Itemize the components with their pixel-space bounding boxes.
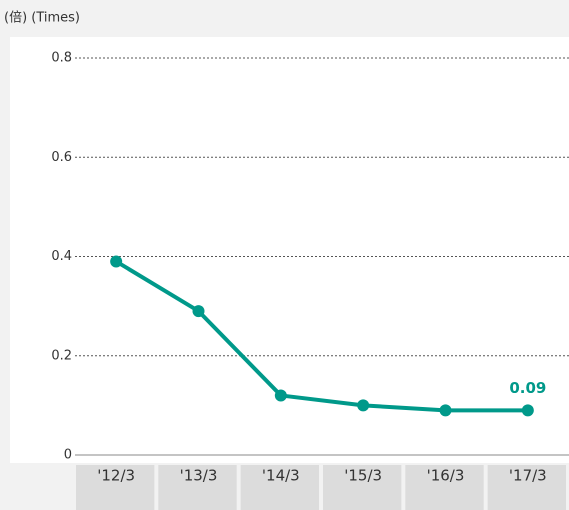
- point: [439, 404, 452, 417]
- point: [521, 404, 534, 417]
- x-tick-label: '16/3: [427, 467, 465, 485]
- x-tick-label: '17/3: [509, 467, 547, 485]
- category-box: [323, 465, 402, 510]
- data-label: 0.09: [509, 379, 546, 397]
- point: [110, 255, 123, 268]
- point: [274, 389, 287, 402]
- x-tick-label: '15/3: [344, 467, 382, 485]
- x-tick-label: '12/3: [97, 467, 135, 485]
- y-tick-label: 0.6: [51, 150, 72, 165]
- y-tick-label: 0.2: [51, 348, 72, 363]
- x-tick-label: '14/3: [262, 467, 300, 485]
- category-box: [240, 465, 319, 510]
- plot-background: [10, 37, 569, 463]
- category-box: [76, 465, 155, 510]
- y-tick-label: 0.4: [51, 249, 72, 264]
- line: [115, 259, 528, 413]
- category-box: [405, 465, 484, 510]
- category-box: [487, 465, 566, 510]
- y-tick-label: 0.8: [51, 51, 72, 66]
- x-tick-label: '13/3: [180, 467, 218, 485]
- y-axis-label: (倍) (Times): [4, 11, 80, 26]
- point: [357, 399, 370, 412]
- category-box: [158, 465, 237, 510]
- point: [192, 305, 205, 318]
- y-tick-label: 0: [64, 448, 72, 463]
